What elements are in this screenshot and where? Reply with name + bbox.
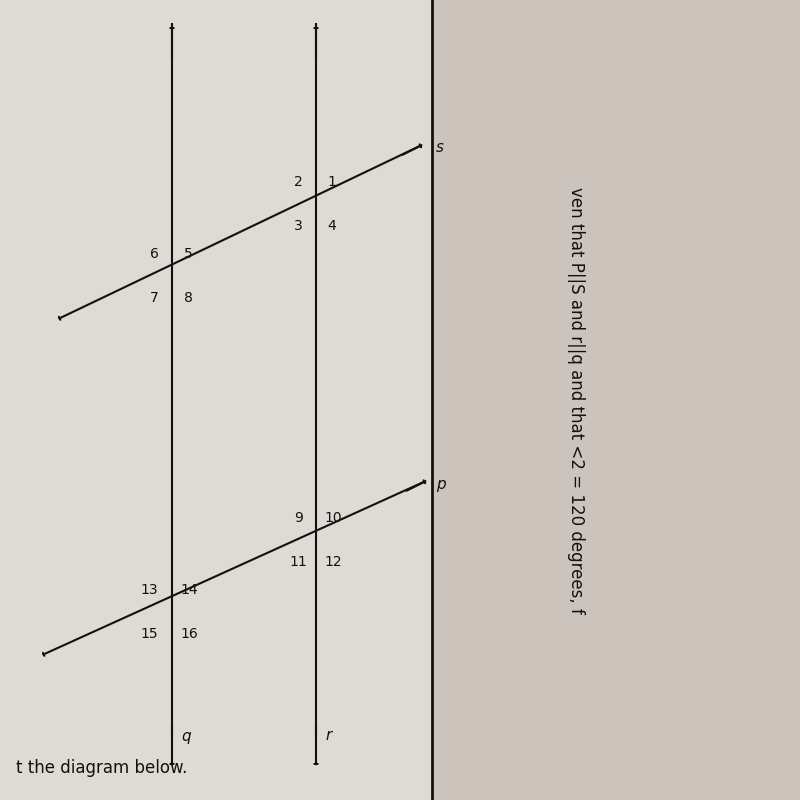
Text: 2: 2 <box>294 174 302 189</box>
Text: 6: 6 <box>150 246 159 261</box>
Text: 7: 7 <box>150 291 158 306</box>
Text: 11: 11 <box>290 555 307 570</box>
Text: q: q <box>182 729 191 743</box>
Text: 15: 15 <box>141 627 158 642</box>
Text: 16: 16 <box>181 627 198 642</box>
Text: 1: 1 <box>327 174 337 189</box>
Text: 5: 5 <box>184 246 192 261</box>
Text: r: r <box>326 729 332 743</box>
Text: 4: 4 <box>328 219 336 234</box>
Text: 8: 8 <box>183 291 193 306</box>
Text: ven that P||S and r||q and that <2 = 120 degrees, f: ven that P||S and r||q and that <2 = 120… <box>567 186 585 614</box>
Text: 3: 3 <box>294 219 302 234</box>
Text: 10: 10 <box>325 510 342 525</box>
Text: 13: 13 <box>141 582 158 597</box>
Text: 9: 9 <box>294 510 303 525</box>
Text: p: p <box>436 477 446 491</box>
Bar <box>0 0 432 800</box>
Text: s: s <box>436 141 444 155</box>
Text: 12: 12 <box>325 555 342 570</box>
Text: 14: 14 <box>181 582 198 597</box>
Text: t the diagram below.: t the diagram below. <box>16 759 187 777</box>
Bar <box>432 0 800 800</box>
